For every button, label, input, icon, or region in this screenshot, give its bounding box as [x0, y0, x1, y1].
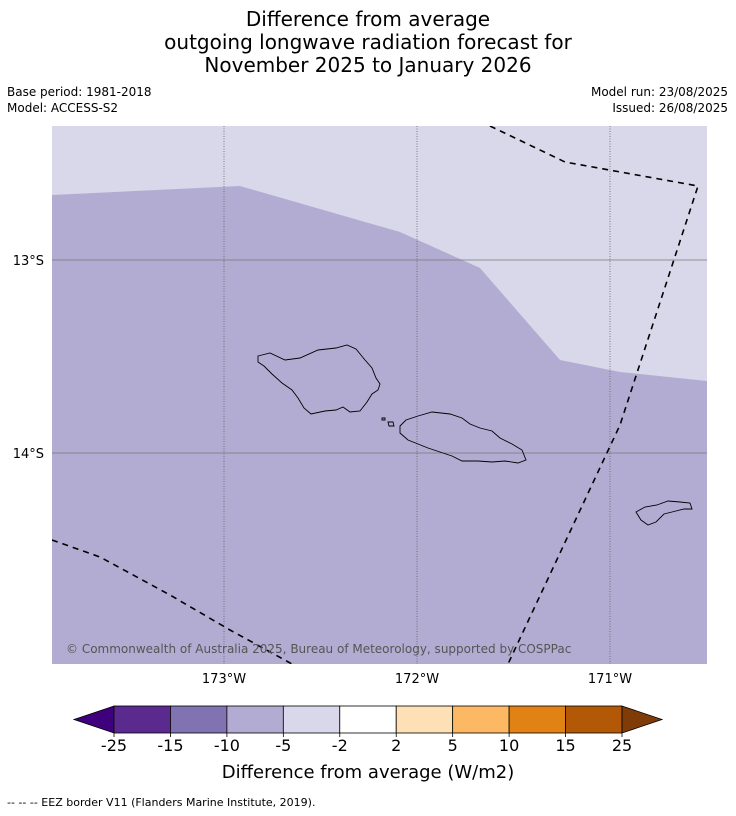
lat-label-14s: 14°S	[13, 447, 44, 462]
eez-border-north	[489, 126, 700, 664]
colorbar-tick-label: -25	[101, 736, 127, 755]
colorbar-tick-label: 10	[499, 736, 519, 755]
tutuila-island	[635, 500, 693, 526]
region-neg5-neg2	[52, 126, 707, 381]
chart-title: Difference from average outgoing longwav…	[0, 8, 736, 77]
lon-label-173w: 173°W	[202, 672, 246, 687]
upolu-island	[399, 411, 527, 464]
issued-date: Issued: 26/08/2025	[612, 101, 728, 115]
colorbar-segment	[339, 705, 397, 734]
colorbar: -25 -15 -10 -5 -2 2 5 10 15 25	[72, 705, 664, 755]
map-panel: © Commonwealth of Australia 2025, Bureau…	[52, 126, 707, 664]
colorbar-segment	[395, 705, 454, 734]
eez-border-southwest	[52, 539, 293, 664]
colorbar-segment	[170, 705, 228, 734]
colorbar-tick-label: -5	[275, 736, 291, 755]
colorbar-segment	[565, 705, 623, 734]
colorbar-extend-high	[621, 705, 664, 734]
savaii-island	[257, 344, 381, 415]
colorbar-segment	[508, 705, 566, 734]
colorbar-tick-label: -10	[214, 736, 240, 755]
colorbar-tick-label: 5	[448, 736, 458, 755]
title-line-2: outgoing longwave radiation forecast for	[164, 30, 572, 54]
colorbar-tick-label: 2	[391, 736, 401, 755]
colorbar-tick-label: 15	[555, 736, 575, 755]
title-line-3: November 2025 to January 2026	[204, 53, 532, 77]
copyright-text: © Commonwealth of Australia 2025, Bureau…	[66, 642, 571, 656]
meta-right: Model run: 23/08/2025 Issued: 26/08/2025	[591, 84, 728, 116]
eez-footnote: -- -- -- EEZ border V11 (Flanders Marine…	[7, 796, 316, 809]
manono-island	[387, 421, 395, 427]
colorbar-tick-label: -2	[332, 736, 348, 755]
lon-label-172w: 172°W	[395, 672, 439, 687]
base-period: Base period: 1981-2018	[7, 85, 152, 99]
model-name: Model: ACCESS-S2	[7, 101, 119, 115]
colorbar-segment	[226, 705, 284, 734]
model-run: Model run: 23/08/2025	[590, 85, 728, 99]
apolima-island	[381, 417, 386, 421]
colorbar-title: Difference from average (W/m2)	[222, 762, 514, 783]
colorbar-segment	[452, 705, 510, 734]
title-line-1: Difference from average	[245, 7, 491, 31]
lon-label-171w: 171°W	[588, 672, 632, 687]
colorbar-segment	[282, 705, 341, 734]
colorbar-tick-label: -15	[157, 736, 183, 755]
colorbar-segment	[113, 705, 171, 734]
colorbar-extend-low	[72, 705, 115, 734]
meta-left: Base period: 1981-2018 Model: ACCESS-S2	[7, 84, 152, 116]
lat-label-13s: 13°S	[13, 254, 44, 269]
colorbar-tick-label: 25	[612, 736, 632, 755]
